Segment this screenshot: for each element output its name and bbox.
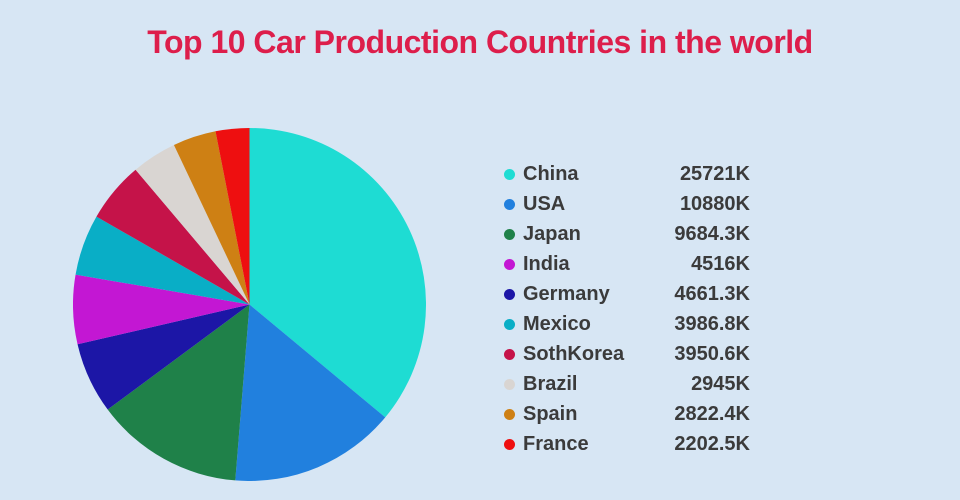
legend-item-china: China 25721K [504, 159, 750, 189]
legend-value: 4661.3K [674, 282, 750, 305]
legend-value: 2202.5K [674, 432, 750, 455]
legend-color-dot [504, 198, 515, 210]
legend-item-sothkorea: SothKorea 3950.6K [504, 339, 750, 369]
legend-label: France [523, 432, 589, 455]
legend-label: China [523, 162, 579, 185]
legend-item-japan: Japan 9684.3K [504, 219, 750, 249]
legend-label: SothKorea [523, 342, 625, 365]
legend-item-india: India 4516K [504, 249, 750, 279]
legend-value: 25721K [679, 162, 750, 185]
legend-item-mexico: Mexico 3986.8K [504, 309, 750, 339]
legend-label: Japan [523, 222, 581, 245]
legend-value: 2822.4K [674, 402, 750, 425]
pie-slice-brazil [135, 144, 250, 305]
pie-slice-china [249, 128, 426, 418]
pie-slice-germany [77, 304, 250, 410]
legend-item-brazil: Brazil 2945K [504, 369, 750, 399]
legend-color-dot [504, 378, 515, 390]
pie-chart [73, 128, 426, 481]
legend-value: 10880K [679, 192, 750, 215]
legend-color-dot [504, 288, 515, 300]
legend-label: USA [523, 192, 566, 215]
legend-color-dot [504, 168, 515, 180]
legend-value: 9684.3K [674, 222, 750, 245]
legend-label: Mexico [523, 312, 591, 335]
legend-value: 3950.6K [674, 342, 750, 365]
legend-value: 3986.8K [674, 312, 750, 335]
legend-label: Brazil [523, 372, 578, 395]
legend-color-dot [504, 258, 515, 270]
legend-item-spain: Spain 2822.4K [504, 399, 750, 429]
pie-slice-spain [173, 131, 250, 305]
legend-color-dot [504, 318, 515, 330]
pie-slice-japan [107, 304, 250, 481]
legend-color-dot [504, 348, 515, 360]
pie-slice-india [73, 274, 250, 345]
legend-item-france: France 2202.5K [504, 429, 750, 459]
legend-color-dot [504, 408, 515, 420]
legend-color-dot [504, 438, 515, 450]
legend-item-usa: USA 10880K [504, 189, 750, 219]
chart-title: Top 10 Car Production Countries in the w… [147, 24, 813, 60]
legend-item-germany: Germany 4661.3K [504, 279, 750, 309]
legend-label: Germany [523, 282, 610, 305]
legend-value: 4516K [691, 252, 750, 275]
legend: China 25721K USA 10880K Japan 9684.3K India 451… [504, 159, 750, 459]
legend-label: India [523, 252, 570, 275]
pie-slice-sothkorea [96, 169, 250, 305]
pie-slice-usa [235, 304, 386, 481]
legend-value: 2945K [691, 372, 750, 395]
pie-slice-mexico [75, 216, 250, 305]
pie-slice-france [215, 128, 250, 305]
legend-label: Spain [523, 402, 578, 425]
legend-color-dot [504, 228, 515, 240]
